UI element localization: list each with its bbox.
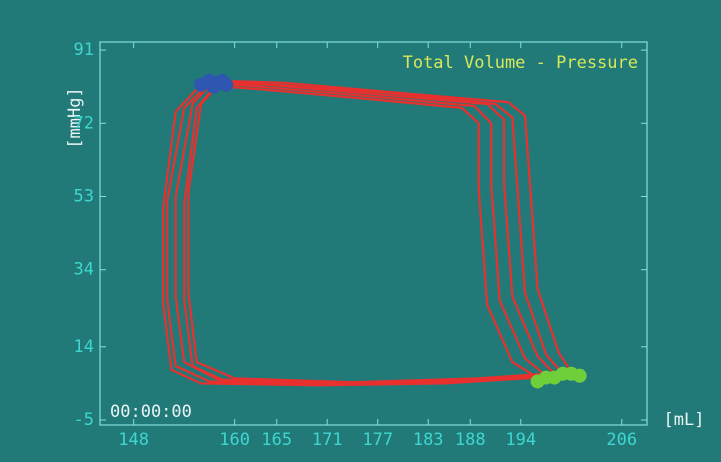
y-tick-label: 14 (74, 337, 94, 357)
y-axis-label: [mmHg] (65, 87, 85, 148)
y-tick-label: -5 (74, 410, 94, 430)
y-tick-label: 34 (74, 260, 94, 280)
y-tick-label: 72 (74, 113, 94, 133)
x-tick-label: 188 (455, 430, 486, 450)
x-tick-label: 177 (362, 430, 393, 450)
x-axis-label: [mL] (664, 410, 705, 430)
marker (215, 73, 230, 88)
x-tick-label: 160 (219, 430, 250, 450)
marker (572, 368, 587, 383)
plot-frame (99, 41, 648, 426)
y-tick-label: 53 (74, 187, 94, 207)
x-tick-label: 194 (505, 430, 536, 450)
x-tick-label: 183 (413, 430, 444, 450)
x-tick-label: 206 (606, 430, 637, 450)
x-tick-label: 148 (118, 430, 149, 450)
y-tick-label: 91 (74, 40, 94, 60)
x-tick-label: 171 (312, 430, 343, 450)
chart-title: Total Volume - Pressure (403, 53, 638, 73)
timestamp: 00:00:00 (110, 402, 192, 422)
plot-area (162, 73, 587, 389)
x-tick-label: 165 (261, 430, 292, 450)
